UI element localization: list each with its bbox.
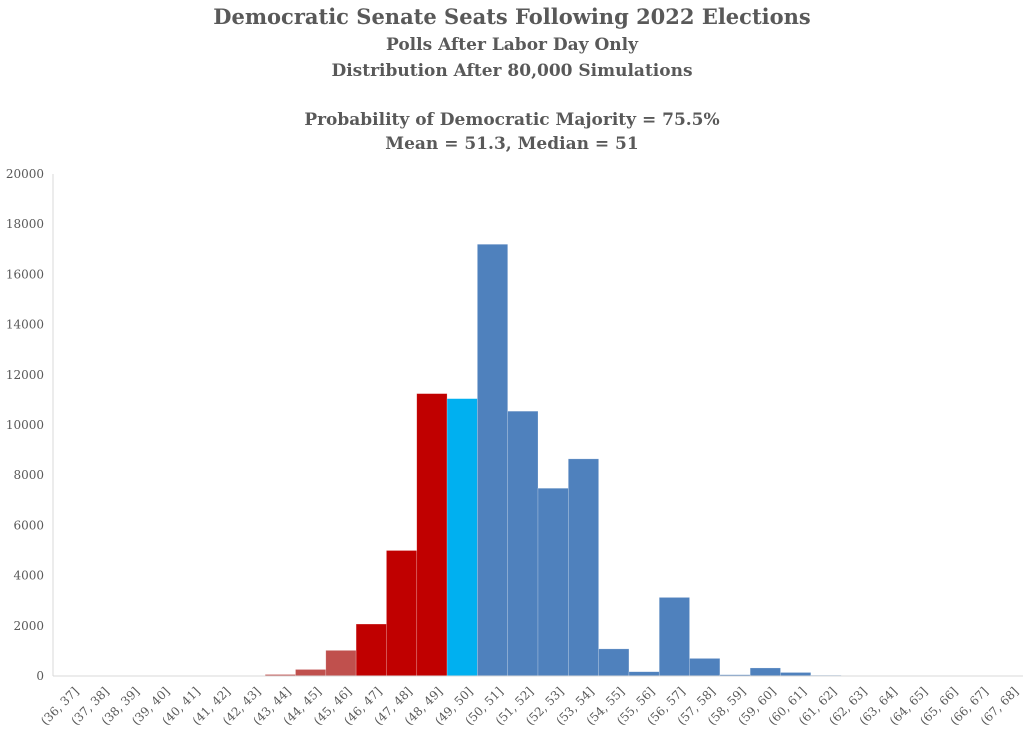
y-tick-label: 20000: [6, 167, 44, 181]
histogram-bar: [325, 650, 357, 677]
chart-subtitle-1: Polls After Labor Day Only: [386, 35, 638, 55]
histogram-bar: [416, 393, 448, 677]
y-tick-label: 12000: [6, 368, 44, 382]
histogram-bar: [446, 398, 478, 677]
histogram-bar: [537, 487, 569, 677]
y-tick-label: 2000: [13, 619, 44, 633]
chart-title: Democratic Senate Seats Following 2022 E…: [213, 4, 811, 29]
chart-stat-probability: Probability of Democratic Majority = 75.…: [304, 110, 720, 130]
y-axis: 0 2000 4000 6000 8000 10000 12000 14000 16000 180…: [6, 167, 54, 683]
y-tick-label: 18000: [6, 217, 44, 231]
histogram-bar: [386, 550, 418, 677]
chart-stat-mean-median: Mean = 51.3, Median = 51: [385, 134, 639, 154]
histogram-bar: [507, 410, 539, 677]
y-tick-label: 8000: [13, 468, 44, 482]
histogram-bar: [658, 597, 690, 677]
histogram-bar: [568, 458, 599, 677]
histogram-bar: [628, 671, 660, 677]
bars: [264, 243, 903, 677]
x-axis: (36, 37](37, 38](38, 39](39, 40](40, 41]…: [38, 675, 1023, 728]
histogram-bar: [477, 243, 508, 677]
y-tick-label: 6000: [13, 518, 44, 532]
y-tick-label: 10000: [6, 418, 44, 432]
y-tick-label: 14000: [6, 318, 44, 332]
y-tick-label: 16000: [6, 267, 44, 281]
histogram-bar: [295, 669, 327, 677]
histogram-bar: [355, 623, 387, 677]
histogram-bar: [749, 667, 781, 677]
y-tick-label: 4000: [13, 569, 44, 583]
histogram-bar: [780, 672, 812, 677]
y-tick-label: 0: [36, 669, 44, 683]
histogram-bar: [598, 648, 630, 677]
chart-subtitle-2: Distribution After 80,000 Simulations: [331, 61, 693, 81]
histogram-bar: [689, 658, 721, 677]
